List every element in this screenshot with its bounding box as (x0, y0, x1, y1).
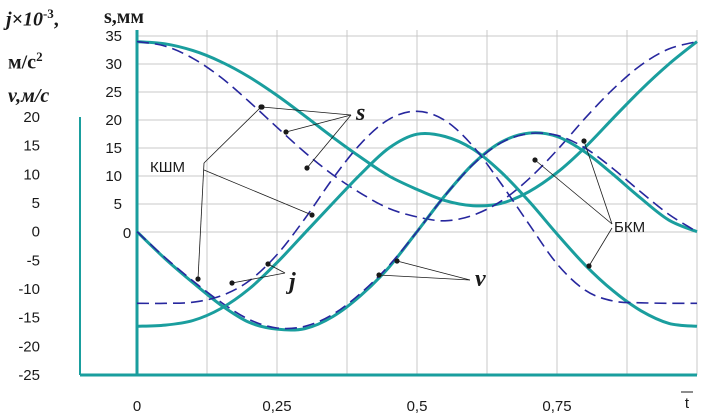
tick-label-jv: 0 (32, 224, 40, 241)
label-s: s (355, 100, 365, 126)
label-kshm: КШМ (150, 159, 185, 176)
zero-label: 0 (123, 225, 131, 242)
tick-label-x: 0 (133, 398, 141, 415)
leader-line (534, 159, 613, 225)
tick-label-jv: -20 (18, 338, 40, 355)
right-axis-title-s: s,мм (104, 6, 145, 28)
label-j: j (285, 269, 296, 295)
label-v: v (475, 266, 486, 292)
tick-label-s: 10 (105, 168, 122, 185)
tick-label-jv: 10 (23, 166, 40, 183)
tick-label-jv: 15 (23, 138, 40, 155)
left-axis-title-j: j×10-3, (6, 6, 59, 31)
tick-label-s: 25 (105, 84, 122, 101)
leader-dot (265, 261, 271, 267)
tick-label-jv: 20 (23, 109, 40, 126)
tick-label-s: 5 (114, 196, 122, 213)
leader-line (203, 169, 313, 216)
tick-label-jv: -10 (18, 281, 40, 298)
leader-dot (586, 263, 592, 269)
leader-line (285, 114, 352, 133)
leader-dot (304, 165, 310, 171)
leader-line (261, 106, 352, 116)
tick-label-s: 15 (105, 140, 122, 157)
leader-line (396, 260, 471, 281)
x-axis-title: t (685, 395, 690, 412)
leader-dot (258, 104, 264, 110)
series-line-bkm-v (136, 132, 698, 330)
leader-dot (394, 258, 400, 264)
leader-line (267, 263, 286, 274)
tick-label-jv: -25 (18, 367, 40, 384)
leader-dot (532, 157, 538, 163)
leader-line (197, 162, 205, 280)
tick-label-x: 0,25 (262, 398, 291, 415)
tick-label-x: 0,5 (407, 398, 428, 415)
leader-line (231, 272, 286, 284)
leader-line (306, 114, 352, 169)
series-line-bkm-j (136, 110, 698, 305)
annotation-leaders (195, 104, 613, 286)
series-lines (135, 40, 698, 332)
series-line-kshm-j (136, 131, 698, 328)
tick-label-jv: 5 (32, 195, 40, 212)
leader-line (203, 106, 262, 164)
leader-dot (229, 280, 235, 286)
leader-line (583, 140, 613, 225)
axes (79, 30, 697, 377)
leader-dot (283, 129, 289, 135)
annotations: s j v КШМ БКМ (150, 100, 645, 295)
left-axis-title-unit: м/с2 (8, 49, 43, 74)
leader-line (378, 274, 471, 281)
tick-label-x: 0,75 (542, 398, 571, 415)
series-line-kshm-s (136, 40, 698, 208)
tick-label-jv: -5 (27, 252, 40, 269)
leader-line (588, 227, 613, 267)
leader-dot (376, 272, 382, 278)
tick-label-jv: -15 (18, 310, 40, 327)
label-bkm: БКМ (614, 219, 645, 236)
grid (136, 30, 698, 375)
tick-label-s: 35 (105, 28, 122, 45)
leader-dot (581, 138, 587, 144)
tick-label-s: 30 (105, 56, 122, 73)
tick-label-s: 20 (105, 112, 122, 129)
left-axis-title-v: v,м/с (8, 85, 50, 107)
leader-dot (309, 212, 315, 218)
leader-dot (195, 276, 201, 282)
